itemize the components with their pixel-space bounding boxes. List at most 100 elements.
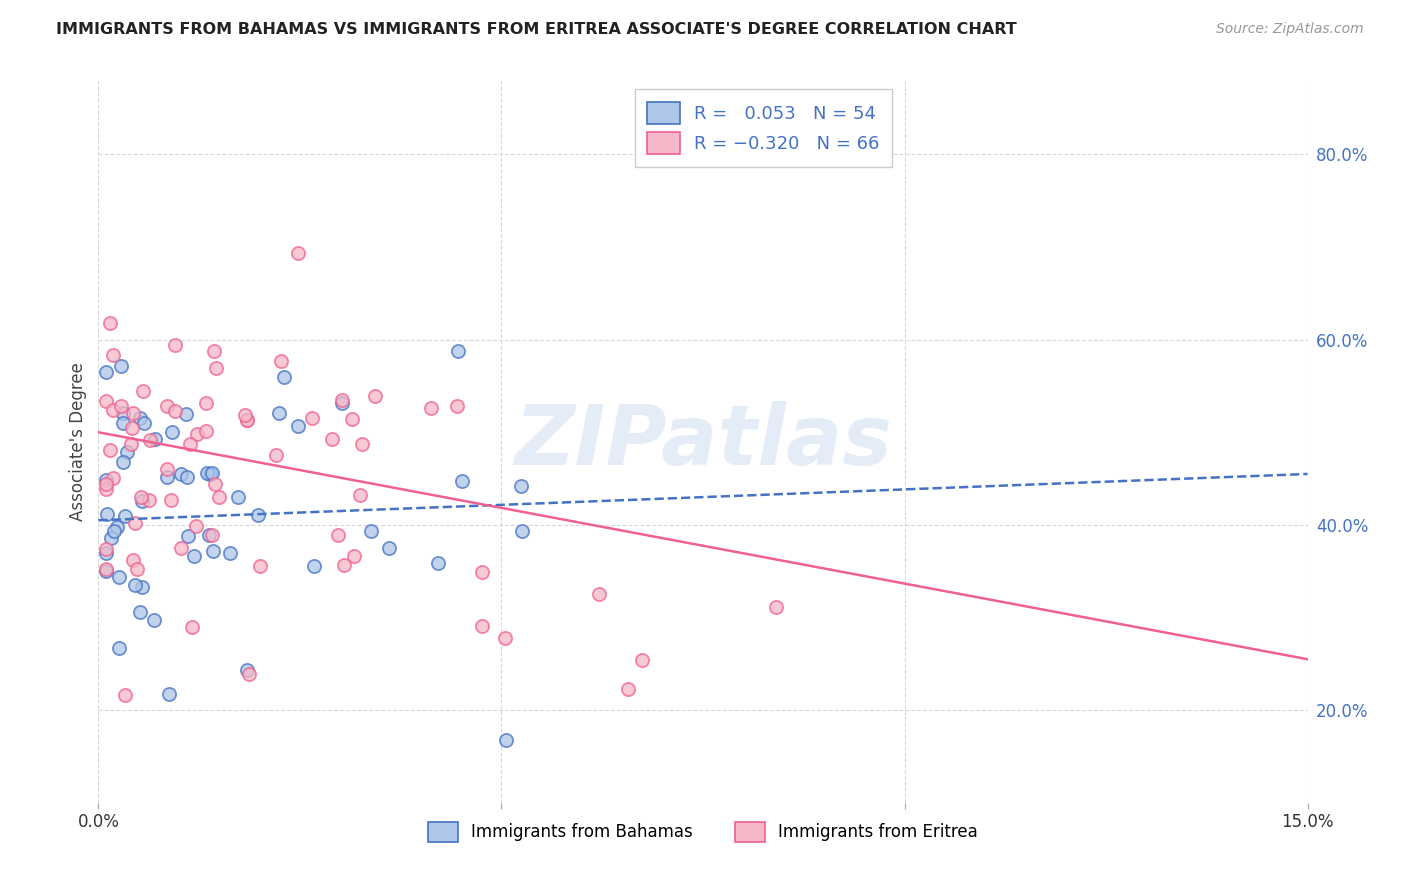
Point <box>156 461 179 475</box>
Point <box>184 518 207 533</box>
Point <box>267 406 290 420</box>
Point <box>121 437 143 451</box>
Point <box>101 471 124 485</box>
Point <box>471 619 494 633</box>
Point <box>160 425 183 439</box>
Point <box>471 565 494 579</box>
Point <box>510 524 533 538</box>
Point <box>131 580 153 594</box>
Point <box>170 467 193 482</box>
Point <box>195 396 218 410</box>
Point <box>122 406 145 420</box>
Point <box>201 544 224 558</box>
Point <box>111 406 134 420</box>
Point <box>588 587 610 601</box>
Point <box>419 401 441 415</box>
Point <box>183 549 205 564</box>
Point <box>103 524 125 538</box>
Point <box>98 316 121 330</box>
Point <box>238 667 260 681</box>
Point <box>122 553 145 567</box>
Point <box>121 421 143 435</box>
Point <box>200 466 222 480</box>
Point <box>124 516 146 531</box>
Point <box>138 492 160 507</box>
Text: ZIPatlas: ZIPatlas <box>515 401 891 482</box>
Point <box>96 562 118 576</box>
Point <box>96 542 118 557</box>
Point <box>176 469 198 483</box>
Point <box>111 416 134 430</box>
Point <box>114 509 136 524</box>
Point <box>195 466 218 480</box>
Point <box>270 354 292 368</box>
Point <box>349 488 371 502</box>
Point <box>96 365 118 379</box>
Point <box>340 412 363 426</box>
Point <box>131 493 153 508</box>
Point <box>105 520 128 534</box>
Point <box>287 419 309 434</box>
Point <box>273 370 295 384</box>
Point <box>202 344 225 359</box>
Point <box>304 558 326 573</box>
Point <box>631 653 654 667</box>
Point <box>98 442 121 457</box>
Point <box>132 417 155 431</box>
Point <box>181 620 204 634</box>
Point <box>112 455 135 469</box>
Point <box>129 411 152 425</box>
Point <box>208 491 231 505</box>
Point <box>108 640 131 655</box>
Point <box>163 337 186 351</box>
Point <box>186 427 208 442</box>
Point <box>143 433 166 447</box>
Point <box>179 436 201 450</box>
Point <box>509 479 531 493</box>
Point <box>765 600 787 615</box>
Point <box>218 545 240 559</box>
Point <box>138 434 160 448</box>
Point <box>333 558 356 573</box>
Point <box>226 490 249 504</box>
Point <box>96 564 118 578</box>
Point <box>451 474 474 488</box>
Point <box>352 437 374 451</box>
Point <box>96 477 118 491</box>
Point <box>100 531 122 545</box>
Point <box>198 527 221 541</box>
Point <box>330 392 353 407</box>
Point <box>170 541 193 555</box>
Point <box>235 413 257 427</box>
Point <box>127 562 149 576</box>
Point <box>177 529 200 543</box>
Point <box>201 528 224 542</box>
Point <box>96 394 118 409</box>
Point <box>156 470 179 484</box>
Point <box>343 549 366 563</box>
Point <box>446 399 468 413</box>
Point <box>236 663 259 677</box>
Point <box>114 688 136 702</box>
Point <box>157 687 180 701</box>
Point <box>287 246 309 260</box>
Point <box>233 408 256 422</box>
Point <box>110 359 132 373</box>
Point <box>124 578 146 592</box>
Point <box>108 570 131 584</box>
Point <box>321 432 343 446</box>
Point <box>426 557 449 571</box>
Point <box>117 445 139 459</box>
Point <box>129 605 152 619</box>
Point <box>204 361 226 376</box>
Point <box>156 399 179 413</box>
Point <box>236 413 259 427</box>
Point <box>447 343 470 358</box>
Point <box>494 632 516 646</box>
Point <box>301 410 323 425</box>
Point <box>129 490 152 504</box>
Point <box>142 613 165 627</box>
Y-axis label: Associate's Degree: Associate's Degree <box>69 362 87 521</box>
Point <box>204 476 226 491</box>
Point <box>132 384 155 398</box>
